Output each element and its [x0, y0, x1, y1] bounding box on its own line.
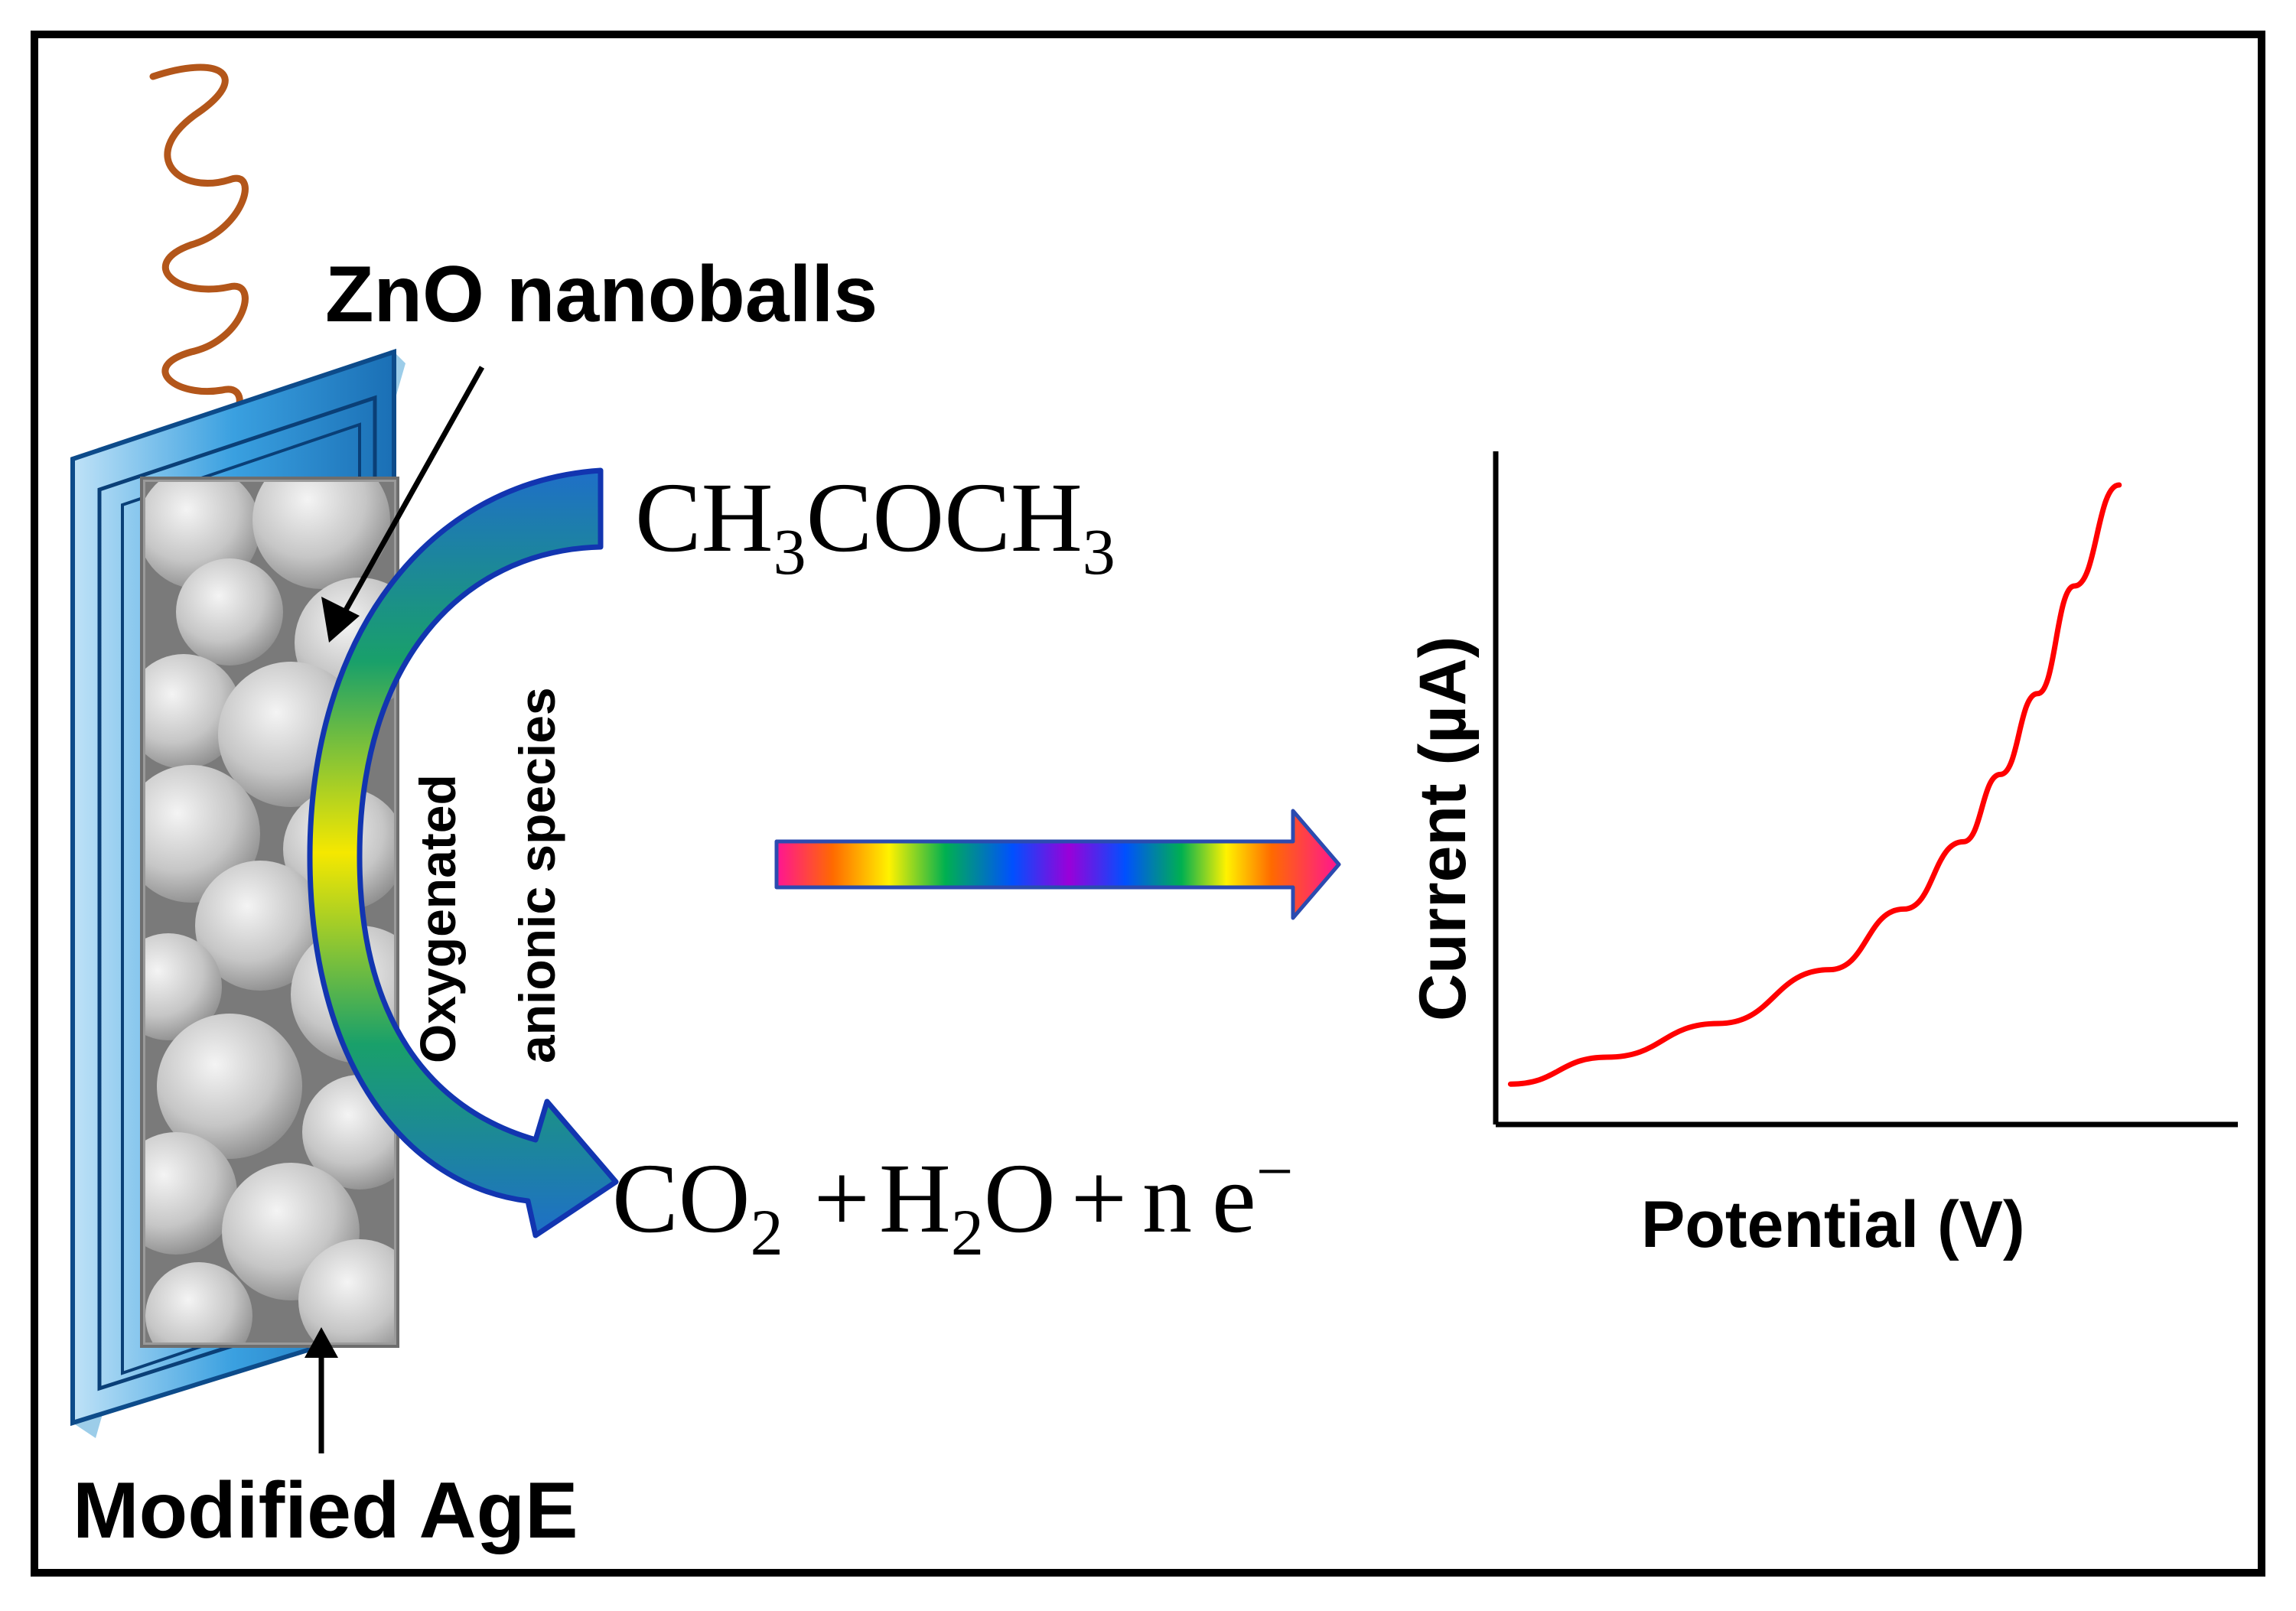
zno-pointer-arrow: [321, 366, 485, 643]
x-axis-label: Potential (V): [1641, 1188, 2025, 1261]
zno-nanoball-texture: [145, 482, 394, 1342]
current-curve: [1507, 482, 2122, 1087]
process-arrow: [774, 809, 1341, 920]
current-potential-chart: Potential (V) Current (µA): [1406, 451, 2238, 1261]
reactant-formula: CH3COCH3: [635, 463, 1115, 588]
electrode-label: Modified AgE: [73, 1466, 578, 1555]
oxygenated-line2: anionic species: [509, 687, 565, 1063]
products-formula: CO2 +H2O + n e−: [612, 1134, 1293, 1269]
electrode: [70, 348, 405, 1438]
outer-frame: [31, 31, 2265, 1577]
coiled-wire: [149, 63, 249, 444]
curved-reaction-arrow: [307, 467, 619, 1238]
electrode-pointer-arrow: [305, 1327, 338, 1453]
oxygenated-species-label: Oxygenated anionic species: [409, 687, 565, 1063]
zno-label: ZnO nanoballs: [325, 250, 878, 339]
oxygenated-line1: Oxygenated: [409, 774, 466, 1063]
y-axis-label: Current (µA): [1406, 636, 1480, 1021]
